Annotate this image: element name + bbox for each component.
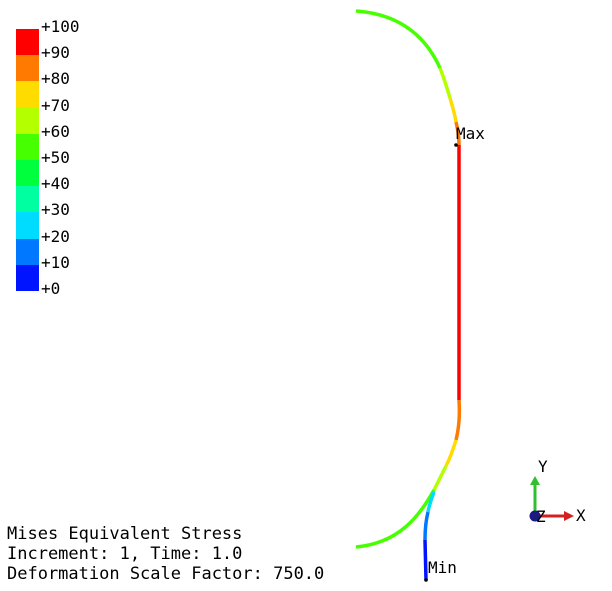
legend-tick-label: +30 [41, 200, 70, 220]
shell-lower-transition-orange [454, 399, 462, 441]
shell-upper-transition-orange [454, 121, 461, 146]
min-marker [424, 578, 428, 582]
shell-lower-transition-lime [432, 465, 448, 491]
shell-upper-transition-green [438, 67, 452, 99]
legend-swatch [16, 133, 39, 160]
legend-tick-label: +0 [41, 279, 61, 298]
legend-tick-label: +40 [41, 174, 70, 194]
shell-lower-arc [355, 489, 436, 549]
shell-tail-darkblue [423, 539, 428, 581]
legend-swatch [16, 186, 39, 213]
shell-lower-transition-yellow [444, 439, 458, 467]
legend-tick-label: +10 [41, 252, 70, 272]
legend-tick-label: +50 [41, 148, 70, 167]
deformation-scale-info: Deformation Scale Factor: 750.0 [7, 564, 325, 584]
legend-swatch [16, 238, 39, 265]
increment-time-info: Increment: 1, Time: 1.0 [7, 544, 243, 564]
legend-tick-label: +60 [41, 121, 70, 141]
legend-swatch [16, 159, 39, 187]
legend-tick-label: +20 [41, 226, 70, 246]
result-variable-name: Mises Equivalent Stress [7, 524, 243, 544]
legend-tick-label: +90 [41, 43, 70, 63]
triad-z-label: Z [536, 507, 546, 526]
legend-swatch [16, 212, 39, 239]
legend-swatch [16, 81, 39, 108]
legend-tick-label: +70 [41, 95, 70, 115]
legend-tick-label: +80 [41, 69, 70, 89]
legend-tick-label: +100 [41, 17, 80, 36]
min-label: Min [428, 558, 457, 577]
legend-swatch [16, 107, 39, 134]
color-legend [16, 29, 39, 291]
shell-tail-cyan [426, 491, 436, 513]
max-marker [454, 143, 458, 147]
legend-swatch [16, 55, 39, 82]
shell-upper-transition-yellow [448, 97, 458, 123]
triad-x-label: X [576, 506, 586, 525]
shell-tail-blue [423, 511, 430, 541]
shell-upper-arc [355, 9, 442, 69]
max-label: Max [456, 124, 485, 143]
legend-swatch [16, 29, 39, 56]
legend-swatch [16, 264, 39, 291]
triad-y-label: Y [538, 457, 548, 476]
coordinate-triad: Y X Z [529, 457, 586, 526]
